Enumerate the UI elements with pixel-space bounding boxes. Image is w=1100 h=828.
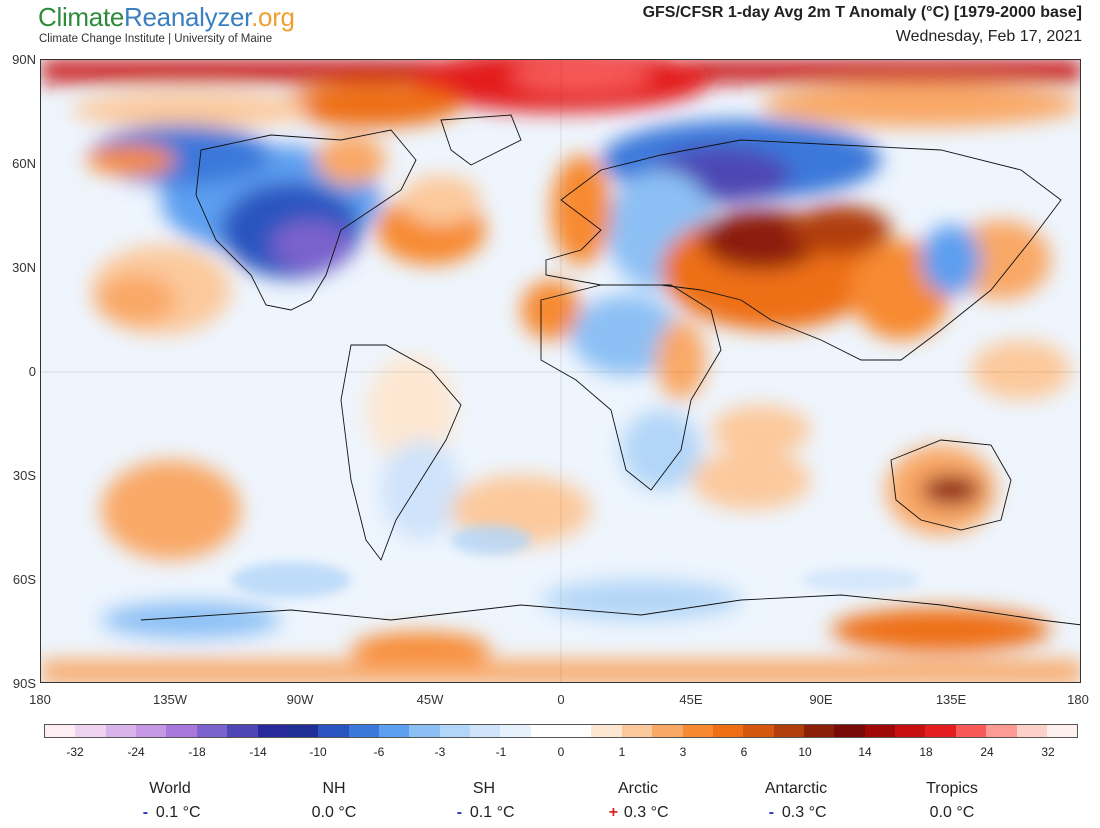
lon-label: 180 bbox=[1067, 692, 1089, 707]
colorbar-label: -10 bbox=[309, 745, 327, 759]
colorbar-label: 10 bbox=[798, 745, 812, 759]
stat-value: 0.1 °C bbox=[155, 804, 201, 821]
lon-label: 90W bbox=[286, 692, 314, 707]
colorbar-label: -1 bbox=[495, 745, 507, 759]
colorbar-swatch bbox=[75, 725, 106, 737]
stat-sign: - bbox=[456, 804, 463, 821]
colorbar-swatch bbox=[378, 725, 410, 737]
colorbar-swatch bbox=[136, 725, 167, 737]
colorbar-swatch bbox=[591, 725, 622, 737]
colorbar-swatch bbox=[803, 725, 835, 737]
stat-name: World bbox=[149, 780, 191, 797]
colorbar-swatch bbox=[864, 725, 896, 737]
site-logo[interactable]: ClimateReanalyzer.org bbox=[38, 2, 295, 32]
brand-climate: Climate bbox=[38, 2, 125, 32]
stat-name: Arctic bbox=[618, 780, 658, 797]
colorbar-label: -24 bbox=[127, 745, 145, 759]
stat-value: 0.0 °C bbox=[929, 804, 975, 821]
stat-value: 0.3 °C bbox=[623, 804, 669, 821]
colorbar-label: -18 bbox=[188, 745, 206, 759]
stat-sh: SH - 0.1 °C bbox=[414, 780, 554, 822]
lat-label: 90N bbox=[12, 52, 36, 67]
lat-label: 30N bbox=[12, 260, 36, 275]
colorbar-label: 32 bbox=[1041, 745, 1055, 759]
colorbar-swatch bbox=[470, 725, 501, 737]
lon-label: 45E bbox=[679, 692, 703, 707]
stat-sign: + bbox=[608, 804, 619, 821]
colorbar-label: -6 bbox=[373, 745, 385, 759]
stat-antarctic: Antarctic - 0.3 °C bbox=[726, 780, 866, 822]
colorbar-swatch bbox=[439, 725, 471, 737]
lon-label: 90E bbox=[809, 692, 833, 707]
colorbar-swatch bbox=[500, 725, 531, 737]
colorbar-label: 18 bbox=[919, 745, 933, 759]
stat-nh: NH 0.0 °C bbox=[264, 780, 404, 822]
anomaly-map-svg bbox=[41, 60, 1080, 682]
colorbar-label: 24 bbox=[980, 745, 994, 759]
stat-name: Tropics bbox=[926, 780, 978, 797]
lat-label: 60S bbox=[12, 572, 36, 587]
colorbar-swatch bbox=[409, 725, 440, 737]
stat-sign: - bbox=[142, 804, 149, 821]
colorbar-label: -32 bbox=[66, 745, 84, 759]
stat-name: NH bbox=[322, 780, 346, 797]
colorbar-swatch bbox=[743, 725, 774, 737]
colorbar-label: 6 bbox=[740, 745, 748, 759]
colorbar-swatch bbox=[257, 725, 288, 737]
lon-label: 180 bbox=[29, 692, 51, 707]
colorbar-swatch bbox=[986, 725, 1017, 737]
stat-name: Antarctic bbox=[764, 780, 828, 797]
colorbar-swatch bbox=[682, 725, 713, 737]
colorbar-label: 1 bbox=[618, 745, 626, 759]
stat-value: 0.1 °C bbox=[469, 804, 515, 821]
brand-org: .org bbox=[251, 2, 295, 32]
colorbar-swatch bbox=[287, 725, 319, 737]
map-title: GFS/CFSR 1-day Avg 2m T Anomaly (°C) [19… bbox=[642, 4, 1082, 21]
lat-label: 30S bbox=[12, 468, 36, 483]
stat-name: SH bbox=[472, 780, 496, 797]
colorbar-label: 14 bbox=[858, 745, 872, 759]
colorbar-swatch bbox=[652, 725, 683, 737]
colorbar-swatch bbox=[45, 725, 76, 737]
colorbar-swatch bbox=[621, 725, 653, 737]
colorbar-swatch bbox=[318, 725, 349, 737]
lon-label: 135E bbox=[935, 692, 967, 707]
lon-label: 135W bbox=[153, 692, 187, 707]
colorbar-swatch bbox=[1016, 725, 1047, 737]
stat-sign: - bbox=[768, 804, 775, 821]
colorbar-label: 0 bbox=[557, 745, 565, 759]
colorbar-swatch bbox=[773, 725, 804, 737]
colorbar-swatch bbox=[105, 725, 137, 737]
anomaly-map bbox=[40, 59, 1081, 683]
lat-label: 60N bbox=[12, 156, 36, 171]
map-date: Wednesday, Feb 17, 2021 bbox=[895, 28, 1082, 45]
colorbar-swatch bbox=[561, 725, 592, 737]
colorbar-swatch bbox=[955, 725, 987, 737]
colorbar-swatch bbox=[530, 725, 562, 737]
colorbar-swatch bbox=[196, 725, 228, 737]
stat-world: World - 0.1 °C bbox=[100, 780, 240, 822]
stat-arctic: Arctic + 0.3 °C bbox=[568, 780, 708, 822]
colorbar-label: -14 bbox=[249, 745, 267, 759]
stat-value: 0.3 °C bbox=[781, 804, 827, 821]
lat-label: 0 bbox=[28, 364, 36, 379]
stat-tropics: Tropics 0.0 °C bbox=[882, 780, 1022, 822]
stat-value: 0.0 °C bbox=[311, 804, 357, 821]
color-legend bbox=[44, 724, 1078, 738]
lat-label: 90S bbox=[12, 676, 36, 691]
colorbar-label: -3 bbox=[434, 745, 446, 759]
colorbar-swatch bbox=[1046, 725, 1078, 737]
lon-label: 0 bbox=[557, 692, 565, 707]
colorbar-swatch bbox=[166, 725, 197, 737]
brand-subtitle: Climate Change Institute | University of… bbox=[39, 33, 273, 45]
colorbar-swatch bbox=[712, 725, 744, 737]
colorbar-swatch bbox=[834, 725, 865, 737]
colorbar-swatch bbox=[895, 725, 926, 737]
colorbar-label: 3 bbox=[679, 745, 687, 759]
colorbar-swatch bbox=[348, 725, 379, 737]
colorbar-swatch bbox=[925, 725, 956, 737]
lon-label: 45W bbox=[416, 692, 444, 707]
colorbar-swatch bbox=[227, 725, 258, 737]
brand-reanalyzer: Reanalyzer bbox=[124, 2, 252, 32]
